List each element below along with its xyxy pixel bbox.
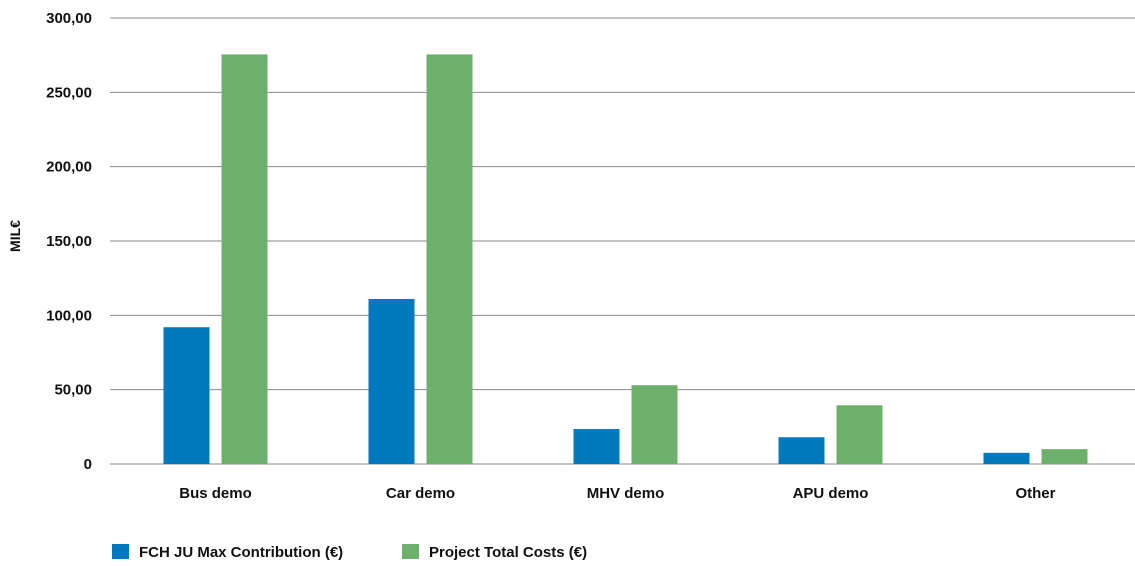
y-tick-label: 100,00 <box>46 307 92 324</box>
bar-total-costs <box>426 54 473 464</box>
legend: FCH JU Max Contribution (€) Project Total… <box>112 544 587 561</box>
x-axis-tick-labels: Bus demo Car demo MHV demo APU demo Other <box>179 485 1055 502</box>
x-tick-label: APU demo <box>793 485 869 502</box>
legend-label: Project Total Costs (€) <box>429 544 587 561</box>
y-axis-title: MIL€ <box>7 220 23 252</box>
legend-label: FCH JU Max Contribution (€) <box>139 544 343 561</box>
bar-contribution <box>573 429 620 464</box>
x-tick-label: MHV demo <box>587 485 665 502</box>
bar-total-costs <box>836 405 883 464</box>
y-tick-label: 200,00 <box>46 159 92 176</box>
x-tick-label: Bus demo <box>179 485 252 502</box>
y-tick-label: 150,00 <box>46 233 92 250</box>
y-tick-label: 250,00 <box>46 84 92 101</box>
x-tick-label: Other <box>1015 485 1055 502</box>
y-tick-label: 50,00 <box>54 382 92 399</box>
legend-swatch <box>112 544 129 559</box>
legend-swatch <box>402 544 419 559</box>
bar-contribution <box>983 452 1030 464</box>
bar-contribution <box>778 437 825 464</box>
y-axis-tick-labels: 0 50,00 100,00 150,00 200,00 250,00 300,00 <box>46 10 92 473</box>
gridlines <box>110 17 1135 465</box>
bars <box>163 54 1088 464</box>
bar-total-costs <box>631 385 678 464</box>
y-tick-label: 0 <box>84 456 92 473</box>
bar-contribution <box>368 298 415 464</box>
bar-contribution <box>163 327 210 464</box>
y-tick-label: 300,00 <box>46 10 92 27</box>
bar-total-costs <box>1041 449 1088 464</box>
x-tick-label: Car demo <box>386 485 455 502</box>
bar-total-costs <box>221 54 268 464</box>
